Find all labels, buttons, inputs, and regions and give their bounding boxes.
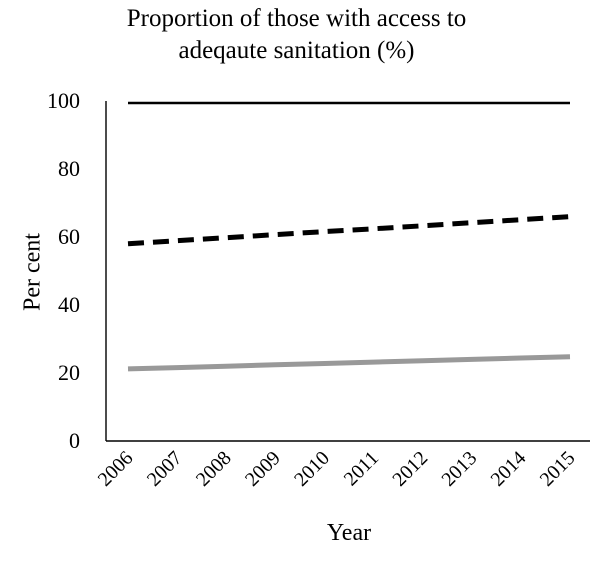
x-tick-label: 2014	[487, 447, 531, 491]
y-axis-label: Per cent	[20, 233, 46, 311]
chart-title-line-2: adeqaute sanitation (%)	[178, 37, 415, 64]
y-tick-label: 60	[58, 224, 80, 249]
x-tick-label: 2015	[536, 447, 580, 491]
series-layer	[127, 101, 571, 372]
series-line-3	[127, 354, 571, 372]
x-axis-ticks: 2006 2007 2008 2009 2010 2011 2012 2013 2014 2015	[94, 447, 580, 491]
x-tick-label: 2011	[340, 447, 383, 490]
series-line-2	[127, 214, 571, 247]
x-tick-label: 2012	[388, 447, 432, 491]
y-tick-label: 20	[58, 360, 80, 385]
x-tick-label: 2013	[437, 447, 481, 491]
y-axis-ticks: 0 20 40 60 80 100	[47, 88, 80, 453]
x-axis-label: Year	[327, 520, 371, 546]
y-tick-label: 80	[58, 156, 80, 181]
y-tick-label: 100	[47, 88, 80, 113]
y-tick-label: 0	[69, 428, 80, 453]
x-tick-label: 2010	[290, 447, 334, 491]
chart-title-line-1: Proportion of those with access to	[126, 5, 467, 32]
y-tick-label: 40	[58, 292, 80, 317]
x-tick-label: 2007	[143, 447, 187, 491]
x-tick-label: 2008	[192, 447, 236, 491]
x-tick-label: 2006	[94, 447, 138, 491]
x-tick-label: 2009	[241, 447, 285, 491]
